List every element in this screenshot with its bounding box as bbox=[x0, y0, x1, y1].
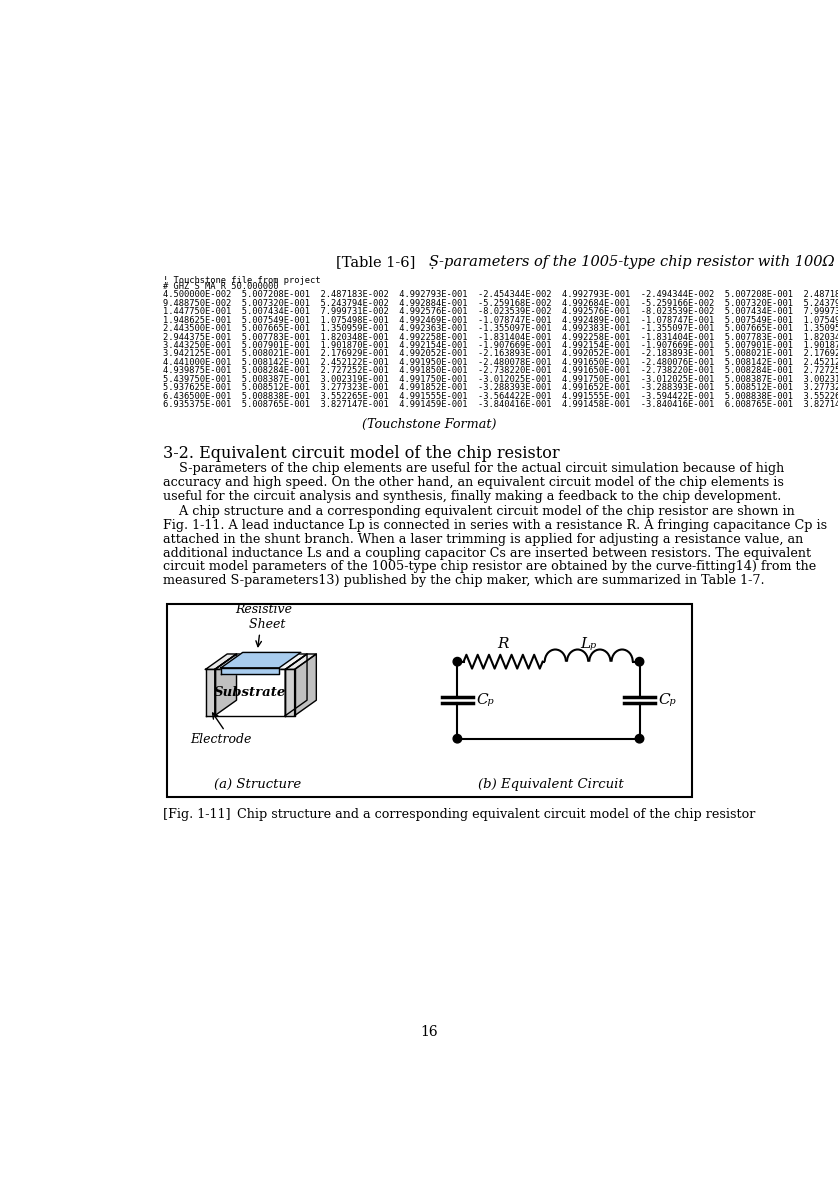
Text: ! Touchstone file from project: ! Touchstone file from project bbox=[163, 275, 320, 285]
Polygon shape bbox=[285, 669, 295, 715]
Polygon shape bbox=[215, 653, 236, 715]
Text: Resistive
  Sheet: Resistive Sheet bbox=[235, 602, 292, 631]
Circle shape bbox=[635, 657, 644, 665]
Text: 5.937625E-001  5.008512E-001  3.277323E-001  4.991852E-001  -3.288393E-001  4.99: 5.937625E-001 5.008512E-001 3.277323E-00… bbox=[163, 383, 838, 393]
Text: Chip structure and a corresponding equivalent circuit model of the chip resistor: Chip structure and a corresponding equiv… bbox=[236, 808, 755, 821]
Text: Substrate: Substrate bbox=[214, 686, 286, 699]
Text: [Table 1-6]: [Table 1-6] bbox=[336, 255, 430, 269]
Text: Cₚ: Cₚ bbox=[659, 693, 676, 707]
Text: 4.441000E-001  5.008142E-001  2.452122E-001  4.991950E-001  -2.480078E-001  4.99: 4.441000E-001 5.008142E-001 2.452122E-00… bbox=[163, 358, 838, 366]
Polygon shape bbox=[215, 669, 285, 715]
Text: 2.443500E-001  5.007665E-001  1.350959E-001  4.992363E-001  -1.355097E-001  4.99: 2.443500E-001 5.007665E-001 1.350959E-00… bbox=[163, 324, 838, 333]
Text: 4.500000E-002  5.007208E-001  2.487183E-002  4.992793E-001  -2.454344E-002  4.99: 4.500000E-002 5.007208E-001 2.487183E-00… bbox=[163, 291, 838, 299]
Text: (a) Structure: (a) Structure bbox=[214, 778, 301, 791]
Text: additional inductance Ls and a coupling capacitor Cs are inserted between resist: additional inductance Ls and a coupling … bbox=[163, 547, 811, 560]
Circle shape bbox=[453, 734, 462, 742]
Polygon shape bbox=[205, 653, 236, 669]
Circle shape bbox=[453, 657, 462, 665]
Polygon shape bbox=[295, 653, 316, 715]
Text: 3.443250E-001  5.007901E-001  1.901870E-001  4.992154E-001  -1.907669E-001  4.99: 3.443250E-001 5.007901E-001 1.901870E-00… bbox=[163, 342, 838, 350]
Text: Lₚ: Lₚ bbox=[581, 637, 597, 651]
Text: S-parameters of the chip elements are useful for the actual circuit simulation b: S-parameters of the chip elements are us… bbox=[163, 461, 784, 474]
Circle shape bbox=[635, 734, 644, 742]
Polygon shape bbox=[285, 653, 316, 669]
Text: accuracy and high speed. On the other hand, an equivalent circuit model of the c: accuracy and high speed. On the other ha… bbox=[163, 476, 784, 489]
Text: (b) Equivalent Circuit: (b) Equivalent Circuit bbox=[478, 778, 623, 791]
Text: useful for the circuit analysis and synthesis, finally making a feedback to the : useful for the circuit analysis and synt… bbox=[163, 490, 781, 503]
Text: 16: 16 bbox=[421, 1025, 438, 1039]
Text: A chip structure and a corresponding equivalent circuit model of the chip resist: A chip structure and a corresponding equ… bbox=[163, 505, 794, 518]
Text: # GHZ S MA R 50.000000: # GHZ S MA R 50.000000 bbox=[163, 282, 278, 292]
Text: (Touchstone Format): (Touchstone Format) bbox=[362, 417, 497, 431]
Polygon shape bbox=[285, 653, 307, 715]
Text: 2.944375E-001  5.007783E-001  1.820348E-001  4.992258E-001  -1.831404E-001  4.99: 2.944375E-001 5.007783E-001 1.820348E-00… bbox=[163, 332, 838, 342]
Text: 5.439750E-001  5.008387E-001  3.002319E-001  4.991750E-001  -3.012025E-001  4.99: 5.439750E-001 5.008387E-001 3.002319E-00… bbox=[163, 375, 838, 384]
Text: 6.436500E-001  5.008838E-001  3.552265E-001  4.991555E-001  -3.564422E-001  4.99: 6.436500E-001 5.008838E-001 3.552265E-00… bbox=[163, 391, 838, 401]
Text: R: R bbox=[497, 637, 509, 651]
Text: 9.488750E-002  5.007320E-001  5.243794E-002  4.992884E-001  -5.259168E-002  4.99: 9.488750E-002 5.007320E-001 5.243794E-00… bbox=[163, 299, 838, 307]
Text: 1.447750E-001  5.007434E-001  7.999731E-002  4.992576E-001  -8.023539E-002  4.99: 1.447750E-001 5.007434E-001 7.999731E-00… bbox=[163, 307, 838, 317]
Text: Electrode: Electrode bbox=[190, 733, 251, 746]
Text: [Fig. 1-11]: [Fig. 1-11] bbox=[163, 808, 230, 821]
Polygon shape bbox=[215, 653, 307, 669]
Polygon shape bbox=[221, 668, 279, 674]
Text: Ṣ-parameters of the 1005-type chip resistor with 100Ω: Ṣ-parameters of the 1005-type chip resis… bbox=[430, 255, 835, 269]
Text: 3-2. Equivalent circuit model of the chip resistor: 3-2. Equivalent circuit model of the chi… bbox=[163, 445, 560, 461]
Bar bbox=[167, 604, 692, 797]
Text: 4.939875E-001  5.008284E-001  2.727252E-001  4.991850E-001  -2.738220E-001  4.99: 4.939875E-001 5.008284E-001 2.727252E-00… bbox=[163, 366, 838, 376]
Text: attached in the shunt branch. When a laser trimming is applied for adjusting a r: attached in the shunt branch. When a las… bbox=[163, 533, 803, 546]
Text: Cₚ: Cₚ bbox=[477, 693, 494, 707]
Text: measured S-parameters13) published by the chip maker, which are summarized in Ta: measured S-parameters13) published by th… bbox=[163, 574, 764, 587]
Text: 1.948625E-001  5.007549E-001  1.075498E-001  4.992469E-001  -1.078747E-001  4.99: 1.948625E-001 5.007549E-001 1.075498E-00… bbox=[163, 315, 838, 325]
Text: circuit model parameters of the 1005-type chip resistor are obtained by the curv: circuit model parameters of the 1005-typ… bbox=[163, 561, 816, 573]
Text: 6.935375E-001  5.008765E-001  3.827147E-001  4.991459E-001  -3.840416E-001  4.99: 6.935375E-001 5.008765E-001 3.827147E-00… bbox=[163, 400, 838, 409]
Polygon shape bbox=[221, 652, 301, 668]
Text: Fig. 1-11. A lead inductance Lp is connected in series with a resistance R. A fr: Fig. 1-11. A lead inductance Lp is conne… bbox=[163, 518, 827, 531]
Text: 3.942125E-001  5.008021E-001  2.176929E-001  4.992052E-001  -2.163893E-001  4.99: 3.942125E-001 5.008021E-001 2.176929E-00… bbox=[163, 350, 838, 358]
Polygon shape bbox=[205, 669, 215, 715]
